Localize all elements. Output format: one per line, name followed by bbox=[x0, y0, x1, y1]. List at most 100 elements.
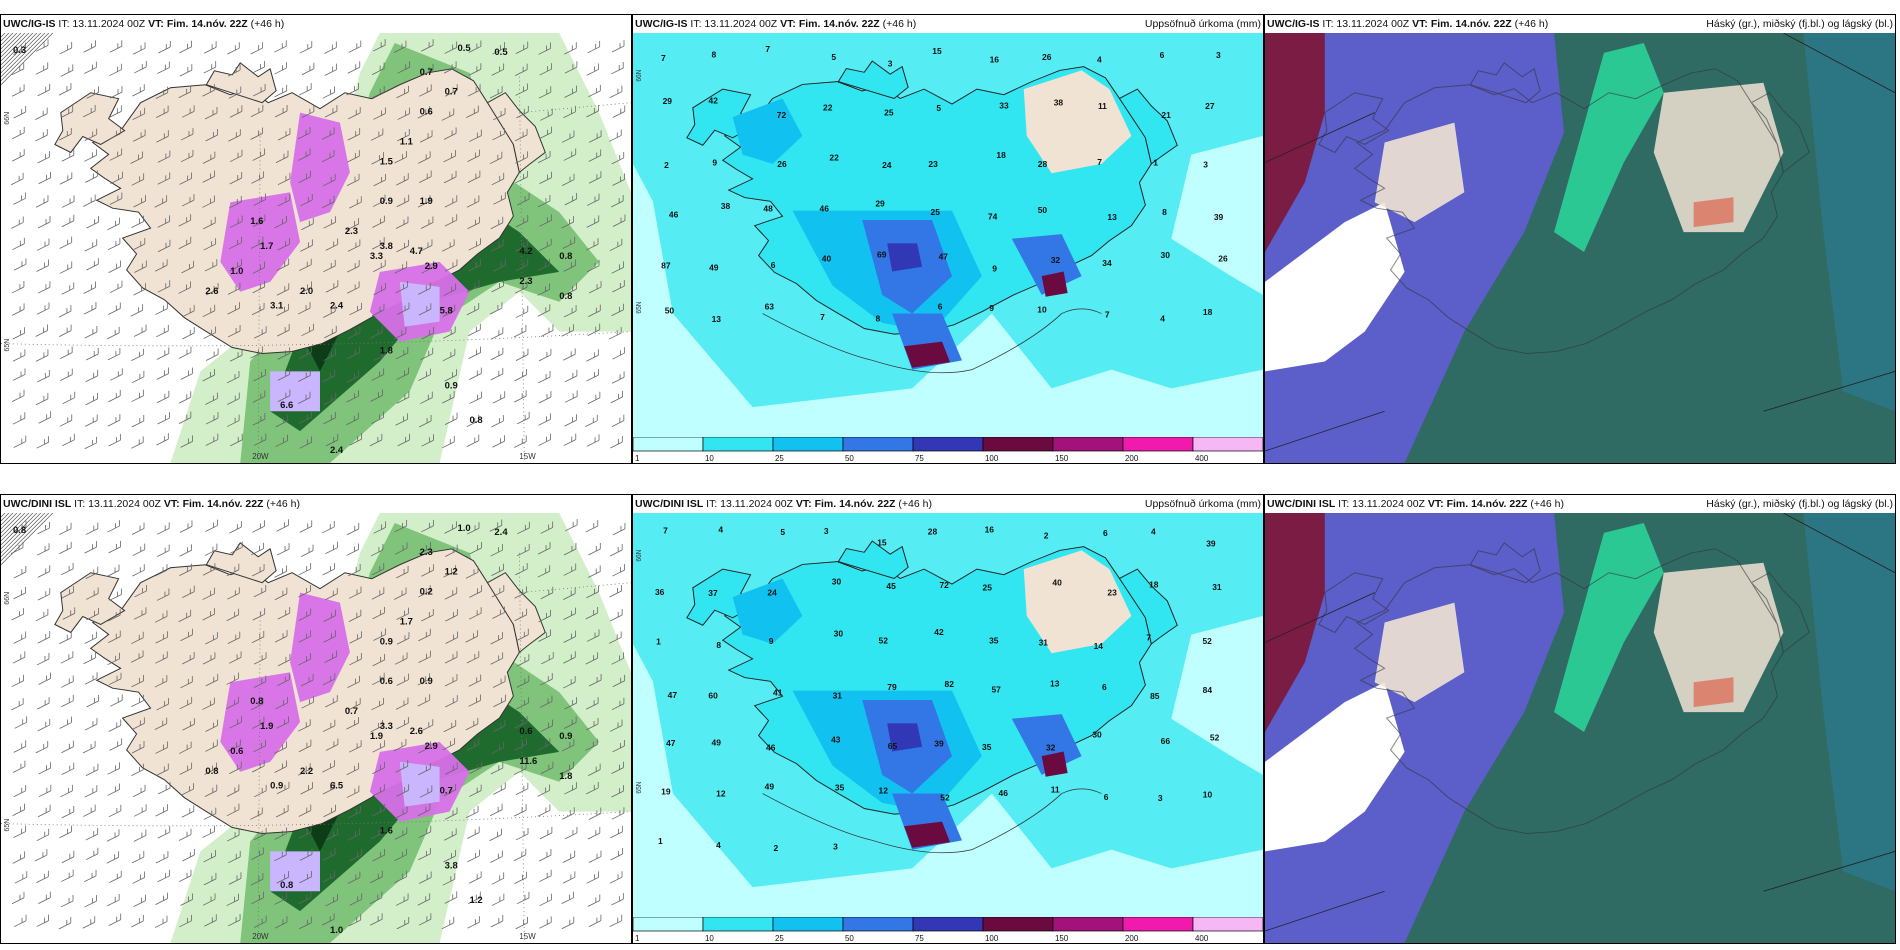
accum-value-label: 5 bbox=[936, 104, 941, 113]
colorbar-tick-label: 1 bbox=[635, 454, 640, 463]
iceland-coastline bbox=[205, 62, 277, 104]
precip-value-label: 6.6 bbox=[280, 400, 293, 411]
accum-value-label: 21 bbox=[1161, 111, 1171, 120]
accum-value-label: 11 bbox=[1098, 102, 1107, 111]
iceland-coastline bbox=[1750, 92, 1810, 174]
forecast-map: 7 4 5 3 15 28 16 2 6 4 39 36 37 24 30 45 72 25 40 23 18 31 1 8 9… bbox=[633, 513, 1263, 917]
precip-value-label: 4.7 bbox=[410, 246, 423, 257]
accum-value-label: 19 bbox=[661, 788, 671, 797]
precip-value-label: 3.1 bbox=[270, 301, 283, 312]
accum-value-label: 18 bbox=[996, 151, 1006, 160]
precip-value-label: 1.9 bbox=[420, 196, 433, 207]
lon-label: 15W bbox=[519, 932, 536, 941]
colorbar-swatch bbox=[842, 437, 914, 452]
accum-value-label: 9 bbox=[769, 637, 774, 646]
accum-value-label: 40 bbox=[1052, 579, 1062, 588]
accum-value-label: 4 bbox=[718, 526, 723, 535]
accum-value-label: 8 bbox=[711, 51, 716, 60]
precip-value-label: 3.8 bbox=[380, 241, 393, 252]
accum-value-label: 63 bbox=[765, 303, 775, 312]
precip-value-label: 0.6 bbox=[519, 726, 532, 737]
accum-value-label: 3 bbox=[1216, 51, 1221, 60]
accum-value-label: 30 bbox=[834, 630, 844, 639]
colorbar-tick-label: 10 bbox=[705, 454, 714, 463]
accum-value-label: 27 bbox=[1205, 102, 1215, 111]
precip-value-label: 0.6 bbox=[420, 107, 433, 118]
model-name: UWC/DINI ISL bbox=[635, 498, 704, 510]
colorbar-swatch bbox=[912, 917, 984, 932]
accum-value-label: 74 bbox=[988, 213, 998, 222]
forecast-map bbox=[1265, 33, 1895, 463]
iceland-coastline bbox=[54, 572, 126, 634]
accum-value-label: 24 bbox=[767, 589, 777, 598]
init-time: IT: 13.11.2024 00Z bbox=[1322, 18, 1410, 30]
iceland-coastline bbox=[1750, 572, 1810, 654]
forecast-map: 0.8 1.0 2.4 2.3 1.2 0.2 1.7 0.9 0.6 0.9 0.7 3.3 2.6 2… bbox=[1, 513, 631, 943]
accum-value-label: 9 bbox=[712, 159, 717, 168]
iceland-coastline bbox=[1318, 572, 1390, 634]
accum-value-label: 2 bbox=[664, 161, 669, 170]
accum-value-label: 30 bbox=[1092, 731, 1102, 740]
precip-value-label: 0.8 bbox=[205, 766, 218, 777]
accum-value-label: 39 bbox=[1214, 213, 1224, 222]
accum-value-label: 46 bbox=[819, 205, 829, 214]
accum-value-label: 2 bbox=[774, 844, 779, 853]
precip-value-label: 1.2 bbox=[445, 567, 458, 578]
precip-value-label: 2.4 bbox=[330, 301, 344, 312]
accum-value-label: 28 bbox=[928, 528, 938, 537]
precip-value-label: 1.8 bbox=[559, 771, 572, 782]
precip-value-label: 0.7 bbox=[445, 87, 458, 98]
accum-value-label: 7 bbox=[661, 54, 666, 63]
precip-value-label: 2.9 bbox=[425, 261, 438, 272]
precip-value-label: 0.9 bbox=[380, 636, 393, 647]
colorbar-tick-label: 10 bbox=[705, 934, 714, 943]
precip-value-label: 11.6 bbox=[519, 756, 537, 767]
accum-value-label: 39 bbox=[934, 740, 944, 749]
precip-value-label: 0.7 bbox=[420, 67, 433, 78]
precip-value-label: 3.3 bbox=[380, 721, 393, 732]
colorbar-tick-label: 200 bbox=[1125, 454, 1139, 463]
accum-value-label: 3 bbox=[1203, 161, 1208, 170]
init-time: IT: 13.11.2024 00Z bbox=[74, 498, 161, 510]
lat-label: 65N bbox=[4, 339, 11, 352]
hatched-area bbox=[1, 513, 54, 566]
accum-value-label: 52 bbox=[1210, 734, 1220, 743]
lon-label: 20W bbox=[252, 452, 269, 461]
accum-value-label: 50 bbox=[1038, 206, 1048, 215]
accum-value-label: 24 bbox=[882, 161, 892, 170]
precip-value-label: 1.5 bbox=[380, 156, 393, 167]
accum-value-label: 31 bbox=[833, 692, 843, 701]
precip-colorbar: 1 10 25 50 75 100 150 200 400 bbox=[633, 917, 1263, 943]
colorbar-swatch bbox=[982, 917, 1054, 932]
valid-time-label: VT: bbox=[780, 18, 796, 30]
accum-value-label: 33 bbox=[999, 102, 1009, 111]
accum-value-label: 31 bbox=[1039, 639, 1049, 648]
init-time: IT: 13.11.2024 00Z bbox=[706, 498, 793, 510]
accum-value-label: 13 bbox=[712, 315, 722, 324]
map-panel-accum: UWC/DINI ISL IT: 13.11.2024 00Z VT: Fim.… bbox=[632, 494, 1264, 944]
accum-value-label: 34 bbox=[1102, 259, 1112, 268]
colorbar-swatch bbox=[702, 917, 774, 932]
precip-value-label: 3.8 bbox=[445, 860, 458, 871]
accum-value-label: 10 bbox=[1037, 306, 1047, 315]
accum-value-label: 32 bbox=[1046, 744, 1056, 753]
precip-value-label: 0.2 bbox=[420, 587, 433, 598]
accum-value-label: 11 bbox=[1051, 786, 1060, 795]
forecast-map bbox=[1265, 513, 1895, 943]
accum-value-label: 26 bbox=[777, 160, 787, 169]
accum-value-label: 30 bbox=[1160, 251, 1170, 260]
accum-value-label: 7 bbox=[820, 313, 825, 322]
colorbar-tick-label: 75 bbox=[915, 934, 924, 943]
accum-value-label: 13 bbox=[1050, 680, 1060, 689]
field-title: Uppsöfnuð úrkoma (mm) bbox=[1144, 18, 1261, 30]
field-title: Háský (gr.), miðský (fj.bl.) og lágský (… bbox=[1706, 498, 1893, 510]
model-name: UWC/DINI ISL bbox=[1267, 498, 1336, 510]
map-panel-cloud: UWC/DINI ISL IT: 13.11.2024 00Z VT: Fim.… bbox=[1264, 494, 1896, 944]
accum-value-label: 72 bbox=[939, 581, 949, 590]
accum-value-label: 29 bbox=[663, 97, 673, 106]
accum-value-label: 38 bbox=[721, 202, 731, 211]
accum-value-label: 7 bbox=[663, 527, 668, 536]
accum-value-label: 41 bbox=[773, 689, 783, 698]
accum-value-label: 60 bbox=[708, 692, 718, 701]
forecast-map: 7 8 7 5 3 15 16 26 4 6 3 29 42 72 22 25 5 33 38 11 21 27 2 9 26 2… bbox=[633, 33, 1263, 437]
